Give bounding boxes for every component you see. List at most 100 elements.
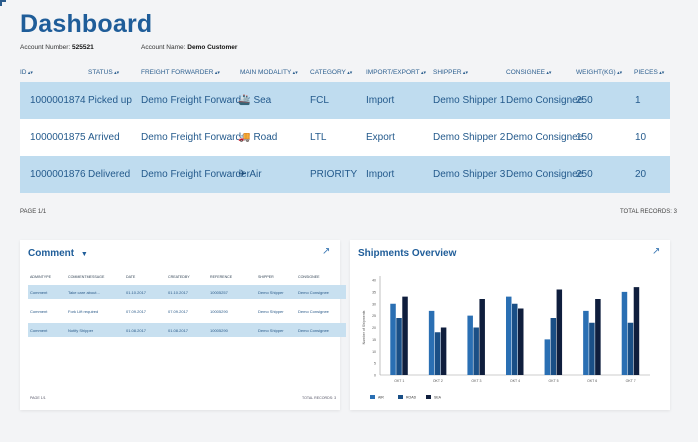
cell-pieces: 20 — [635, 169, 647, 180]
total-records: TOTAL RECORDS: 3 — [620, 209, 677, 215]
shipments-table: ID STATUS FREIGHT FORWARDER MAIN MODALIT… — [20, 66, 670, 193]
comment-cell: Take care about... — [68, 290, 100, 295]
col-weight[interactable]: WEIGHT(KG) — [576, 69, 622, 76]
comment-cell: Comment — [30, 328, 48, 333]
shipments-chart: 0 5 10 15 20 25 30 35 40 Number of Shipments OKT 1… — [362, 276, 650, 400]
legend-label: SEA — [434, 396, 442, 400]
account-number-label: Account Number: — [20, 44, 71, 51]
comment-col[interactable]: DATE — [126, 275, 136, 279]
cell-consignee: Demo Consignee — [506, 132, 584, 143]
bar-road — [512, 303, 518, 375]
col-consignee[interactable]: CONSIGNEE — [506, 69, 551, 76]
legend-label: AIR — [378, 396, 384, 400]
cell-id: 1000001874 — [30, 95, 86, 106]
table-row[interactable]: 1000001876 Delivered Demo Freight Forwar… — [20, 156, 670, 193]
x-tick-label: OKT 4 — [510, 379, 520, 383]
bar-air — [544, 339, 551, 375]
cell-forwarder: Demo Freight Forwarder — [141, 169, 250, 180]
account-number: 525521 — [72, 44, 94, 51]
comment-cell: 01.08.2017 — [168, 328, 189, 333]
comment-cell: 01.10.2017 — [168, 290, 189, 295]
col-forwarder[interactable]: FREIGHT FORWARDER — [141, 69, 220, 76]
bar-road — [550, 318, 557, 375]
cell-id: 1000001875 — [30, 132, 86, 143]
col-import-export[interactable]: IMPORT/EXPORT — [366, 69, 426, 76]
account-name-label: Account Name: — [141, 44, 186, 51]
cell-pieces: 1 — [635, 95, 641, 106]
cell-forwarder: Demo Freight Forwarder — [141, 95, 250, 106]
comment-cell: 10005290 — [210, 328, 228, 333]
x-tick-label: OKT 3 — [471, 379, 481, 383]
bar-air — [390, 303, 396, 375]
cell-pieces: 10 — [635, 132, 647, 143]
bar-road — [473, 327, 479, 375]
legend-swatch — [370, 395, 375, 399]
comment-cell: 07.09.2017 — [168, 309, 189, 314]
table-row[interactable]: 1000001875 Arrived Demo Freight Forwarde… — [20, 119, 670, 156]
x-tick-label: OKT 6 — [587, 379, 597, 383]
open-external-icon[interactable]: ↗ — [652, 246, 661, 257]
comment-col[interactable]: COMMENTMESSAGE — [68, 275, 105, 279]
bar-sea — [402, 296, 408, 375]
y-tick-label: 35 — [372, 290, 376, 294]
cell-direction: Import — [366, 95, 395, 106]
cell-status: Delivered — [88, 169, 131, 180]
y-tick-label: 20 — [372, 326, 376, 330]
legend-label: ROAD — [406, 396, 417, 400]
col-status[interactable]: STATUS — [88, 69, 119, 76]
col-pieces[interactable]: PIECES — [634, 69, 664, 76]
bar-sea — [556, 289, 563, 375]
cell-modality: 🚚 Road — [238, 132, 278, 143]
col-modality[interactable]: MAIN MODALITY — [240, 69, 298, 76]
table-header: ID STATUS FREIGHT FORWARDER MAIN MODALIT… — [20, 66, 670, 82]
comment-cell: Demo Shipper — [258, 328, 284, 333]
cell-direction: Import — [366, 169, 395, 180]
bar-air — [428, 310, 435, 375]
comment-cell: Comment — [30, 309, 48, 314]
bar-road — [434, 332, 441, 375]
comment-cell: Fork Lift required — [68, 309, 99, 314]
comment-card-title[interactable]: Comment ▼ — [28, 248, 88, 259]
cell-id: 1000001876 — [30, 169, 86, 180]
x-tick-label: OKT 1 — [394, 379, 404, 383]
cell-status: Picked up — [88, 95, 132, 106]
comment-col[interactable]: ADMINTYPE — [30, 275, 51, 279]
comment-col[interactable]: CREATEDBY — [168, 275, 190, 279]
cell-modality: 🚢 Sea — [238, 95, 272, 106]
cell-category: FCL — [310, 95, 329, 106]
page-indicator: PAGE 1/1 — [20, 209, 47, 215]
x-tick-label: OKT 5 — [549, 379, 559, 383]
comment-col[interactable]: CONSIGNEE — [298, 275, 320, 279]
account-info: Account Number: 525521 Account Name: Dem… — [20, 44, 237, 51]
comment-cell: Demo Shipper — [258, 290, 284, 295]
chevron-down-icon: ▼ — [80, 251, 88, 258]
bar-air — [583, 310, 589, 375]
ship-icon: 🚢 — [238, 95, 251, 106]
comment-cell: Demo Shipper — [258, 309, 284, 314]
cell-direction: Export — [366, 132, 395, 143]
overview-card-title: Shipments Overview — [358, 248, 457, 259]
bar-road — [627, 322, 634, 375]
col-id[interactable]: ID — [20, 69, 33, 76]
corner-mark — [0, 0, 6, 6]
y-tick-label: 15 — [372, 338, 376, 342]
comment-row[interactable]: Comment Notify Shipper 01.08.2017 01.08.… — [28, 323, 346, 337]
y-tick-label: 0 — [374, 374, 376, 378]
cell-category: PRIORITY — [310, 169, 358, 180]
col-category[interactable]: CATEGORY — [310, 69, 352, 76]
comment-col[interactable]: SHIPPER — [258, 275, 274, 279]
comment-cell: 10005257 — [210, 290, 228, 295]
comment-row[interactable]: Comment Take care about... 01.10.2017 01… — [28, 285, 346, 299]
cell-weight: 250 — [576, 95, 593, 106]
comment-table-header: ADMINTYPE COMMENTMESSAGE DATE CREATEDBY … — [20, 275, 340, 285]
open-external-icon[interactable]: ↗ — [322, 246, 331, 257]
comment-cell: 01.08.2017 — [126, 328, 147, 333]
cell-forwarder: Demo Freight Forwarder — [141, 132, 250, 143]
table-row[interactable]: 1000001874 Picked up Demo Freight Forwar… — [20, 82, 670, 119]
comment-col[interactable]: REFERENCE — [210, 275, 233, 279]
bar-road — [396, 318, 402, 375]
col-shipper[interactable]: SHIPPER — [433, 69, 468, 76]
cell-shipper: Demo Shipper 1 — [433, 95, 506, 106]
y-tick-label: 25 — [372, 314, 376, 318]
comment-row[interactable]: Comment Fork Lift required 07.09.2017 07… — [28, 304, 346, 318]
